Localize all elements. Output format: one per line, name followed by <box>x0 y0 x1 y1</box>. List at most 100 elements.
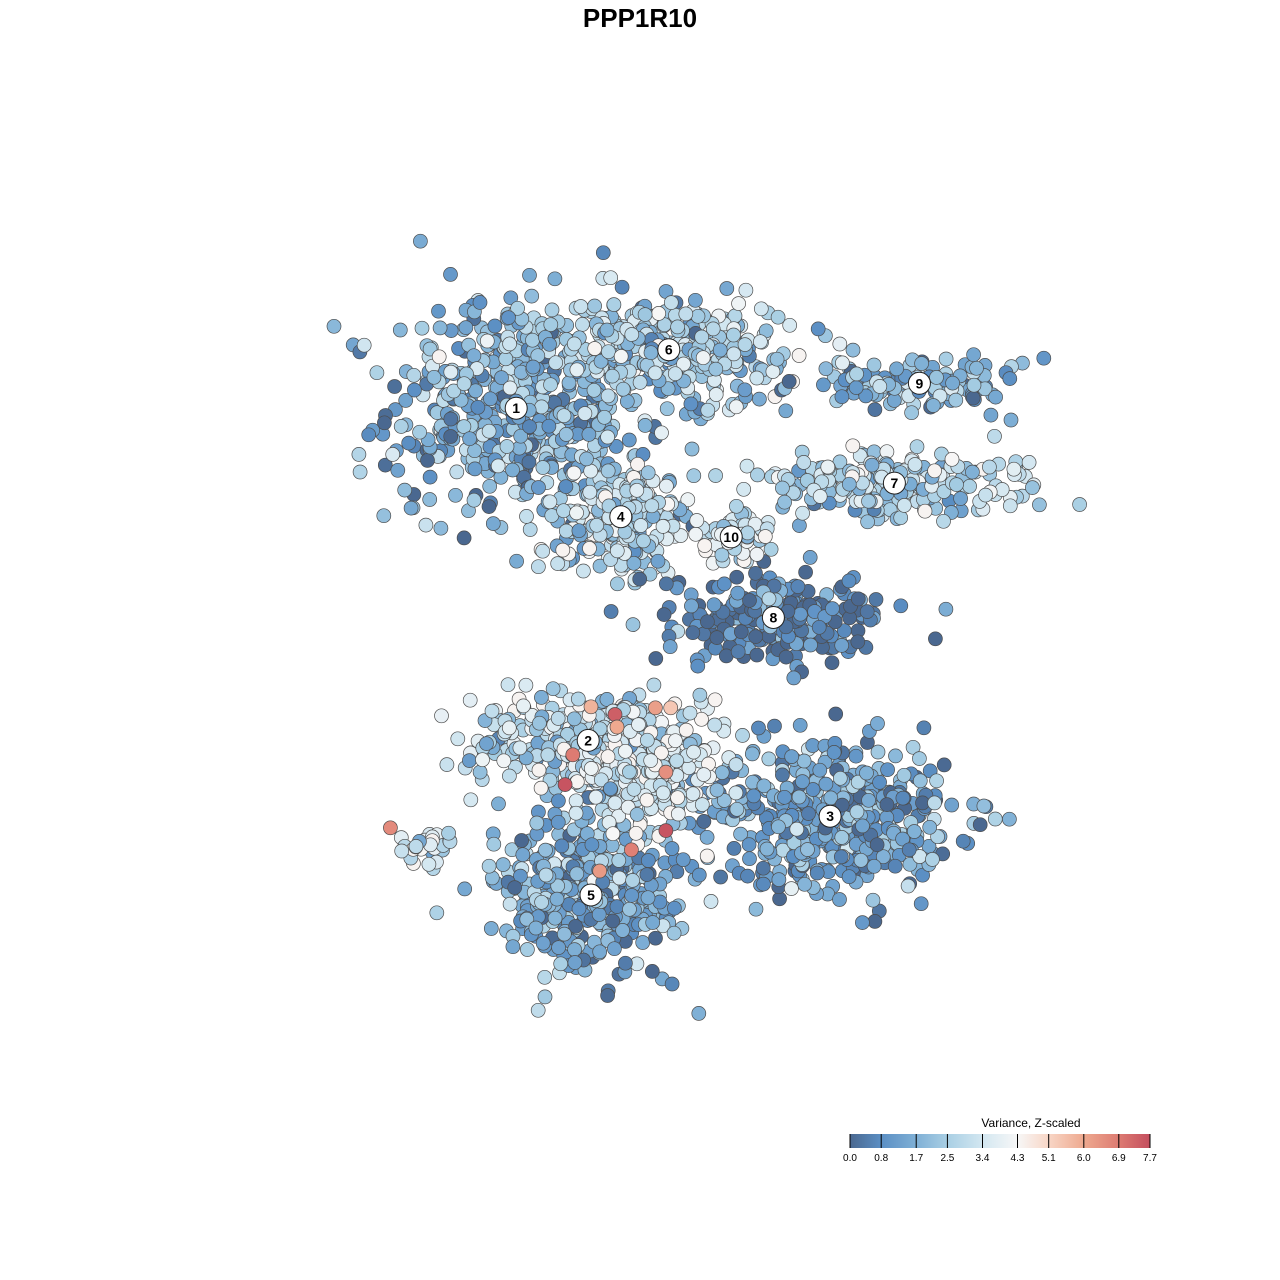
data-point <box>845 342 861 358</box>
data-point <box>394 843 410 859</box>
data-point <box>537 989 553 1005</box>
data-point <box>426 369 442 385</box>
legend-colorbar <box>850 1134 1150 1148</box>
data-point <box>579 451 594 467</box>
data-point <box>796 455 812 470</box>
data-point <box>528 920 544 936</box>
data-point <box>828 706 844 722</box>
data-point <box>443 267 458 282</box>
data-point <box>689 513 705 528</box>
data-point <box>458 320 474 335</box>
color-legend: Variance, Z-scaled 0.0 0.8 1.7 2.5 3.4 4.3 5.1… <box>843 1116 1157 1164</box>
data-point-high <box>557 777 573 792</box>
data-point <box>741 837 757 852</box>
data-point <box>670 790 685 806</box>
data-point <box>625 617 641 632</box>
data-point <box>614 279 630 295</box>
data-point <box>912 751 927 766</box>
legend-tick-label: 3.4 <box>976 1153 990 1164</box>
data-point <box>501 310 516 325</box>
data-point <box>737 337 753 352</box>
data-point <box>746 788 762 804</box>
data-point <box>988 389 1003 405</box>
data-point <box>530 1002 546 1018</box>
data-point <box>529 815 545 831</box>
data-point <box>953 491 968 506</box>
data-point <box>729 498 744 514</box>
data-point <box>586 382 602 398</box>
data-point <box>648 651 664 666</box>
point-layer <box>326 233 1087 1021</box>
data-point <box>749 547 765 562</box>
data-point <box>972 817 988 833</box>
data-point <box>949 477 964 492</box>
data-point <box>639 732 655 748</box>
data-point <box>798 564 813 580</box>
data-point <box>534 894 549 910</box>
data-point <box>692 687 708 703</box>
data-point <box>644 498 660 514</box>
data-point <box>895 831 910 847</box>
data-point <box>599 692 615 707</box>
data-point <box>753 334 768 350</box>
data-point <box>482 478 498 494</box>
data-point <box>468 383 483 399</box>
data-point <box>531 480 546 495</box>
data-point <box>422 492 438 507</box>
data-point <box>765 364 781 379</box>
data-point <box>566 711 582 727</box>
cluster-label-2: 2 <box>576 728 600 752</box>
data-point <box>569 866 585 882</box>
data-point <box>750 467 765 483</box>
data-point <box>533 780 549 796</box>
data-point <box>401 435 417 451</box>
data-point <box>797 876 812 892</box>
data-point <box>670 806 686 822</box>
data-point <box>432 320 448 336</box>
data-point <box>466 348 482 364</box>
data-point-high <box>624 842 639 858</box>
data-point <box>688 526 704 542</box>
data-point <box>929 370 944 385</box>
data-point <box>833 849 849 865</box>
data-point <box>632 375 648 390</box>
data-point <box>481 499 497 514</box>
data-point <box>770 309 786 325</box>
data-point-high <box>383 820 398 836</box>
data-point <box>775 480 790 496</box>
data-point <box>936 513 951 529</box>
data-point <box>450 731 466 747</box>
data-point <box>499 439 515 454</box>
data-point <box>412 424 427 440</box>
cluster-label-badge <box>657 338 681 362</box>
data-point <box>853 852 869 868</box>
data-point <box>542 336 557 352</box>
data-point <box>744 746 760 762</box>
data-point <box>521 454 537 470</box>
data-point <box>739 458 755 474</box>
data-point <box>726 327 741 343</box>
data-point <box>800 842 815 857</box>
data-point <box>398 393 414 408</box>
data-point <box>576 563 591 579</box>
data-point <box>387 379 402 394</box>
data-point <box>443 429 459 444</box>
data-point <box>611 853 627 868</box>
data-point <box>498 351 514 367</box>
data-point <box>659 401 675 417</box>
data-point <box>749 370 765 386</box>
data-point <box>832 892 847 907</box>
data-point <box>966 347 981 363</box>
data-point <box>326 318 342 334</box>
data-point <box>786 670 802 686</box>
data-point <box>538 842 553 858</box>
data-point <box>944 451 960 467</box>
data-point <box>535 460 551 475</box>
legend-tick-label: 6.9 <box>1112 1153 1126 1164</box>
data-point <box>470 399 486 415</box>
data-point <box>475 752 490 768</box>
data-point <box>462 431 477 447</box>
data-point <box>519 509 534 524</box>
data-point <box>522 267 537 283</box>
data-point <box>376 508 392 524</box>
